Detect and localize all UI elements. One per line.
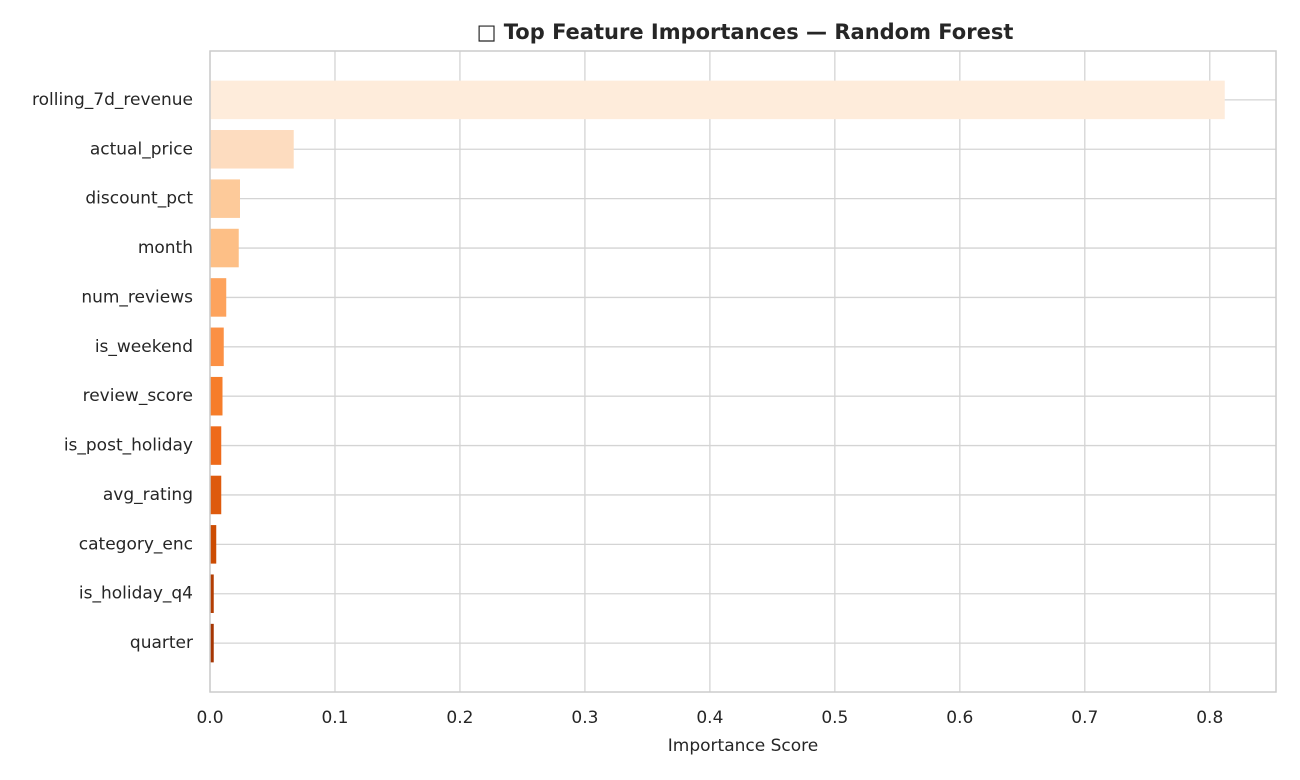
bar [210, 179, 240, 218]
bar [210, 475, 222, 515]
y-tick-label: discount_pct [85, 189, 193, 209]
chart-title: □ Top Feature Importances — Random Fores… [477, 20, 1014, 44]
x-tick-label: 0.6 [946, 708, 973, 728]
x-tick-label: 0.1 [321, 708, 348, 728]
bar [210, 376, 223, 416]
y-tick-label: avg_rating [103, 485, 193, 505]
x-tick-label: 0.4 [696, 708, 723, 728]
y-tick-label: num_reviews [81, 287, 193, 307]
plot-frame [209, 50, 1277, 693]
bar [210, 80, 1225, 120]
bar [210, 130, 294, 169]
y-tick-label: is_post_holiday [64, 436, 193, 456]
y-tick-label: month [138, 238, 193, 258]
y-tick-label: rolling_7d_revenue [32, 90, 193, 110]
x-tick-label: 0.2 [446, 708, 473, 728]
bar [210, 525, 217, 564]
bar [210, 623, 214, 663]
bar [210, 278, 227, 317]
y-tick-label: category_enc [79, 534, 193, 554]
x-tick-label: 0.8 [1196, 708, 1223, 728]
x-tick-label: 0.0 [196, 708, 223, 728]
y-tick-label: is_holiday_q4 [79, 584, 193, 604]
x-axis-label: Importance Score [668, 736, 818, 756]
x-tick-label: 0.7 [1071, 708, 1098, 728]
y-tick-label: actual_price [90, 139, 193, 159]
bar [210, 574, 214, 613]
bar [210, 327, 224, 367]
bar [210, 426, 222, 465]
y-tick-label: is_weekend [95, 337, 193, 357]
y-tick-label: review_score [83, 386, 193, 406]
bar [210, 228, 239, 268]
y-tick-label: quarter [130, 633, 193, 653]
x-tick-label: 0.3 [571, 708, 598, 728]
x-tick-label: 0.5 [821, 708, 848, 728]
